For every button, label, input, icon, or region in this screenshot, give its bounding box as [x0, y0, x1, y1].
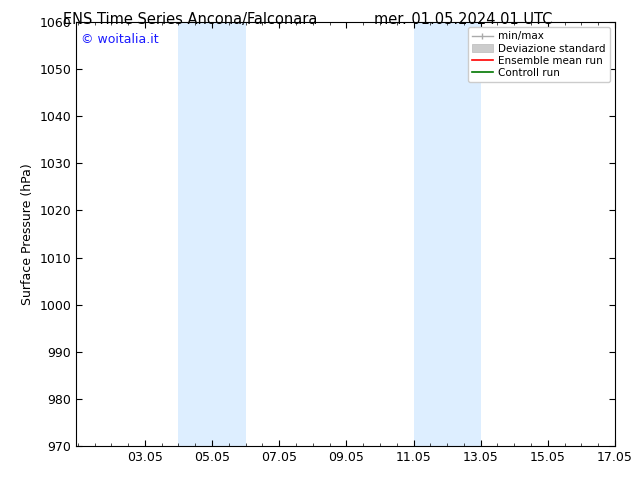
Text: ENS Time Series Ancona/Falconara: ENS Time Series Ancona/Falconara [63, 12, 318, 27]
Bar [413, 22, 481, 446]
Legend: min/max, Deviazione standard, Ensemble mean run, Controll run: min/max, Deviazione standard, Ensemble m… [468, 27, 610, 82]
Text: mer. 01.05.2024 01 UTC: mer. 01.05.2024 01 UTC [373, 12, 552, 27]
Text: © woitalia.it: © woitalia.it [81, 33, 159, 46]
Y-axis label: Surface Pressure (hPa): Surface Pressure (hPa) [21, 163, 34, 305]
Bar [179, 22, 245, 446]
